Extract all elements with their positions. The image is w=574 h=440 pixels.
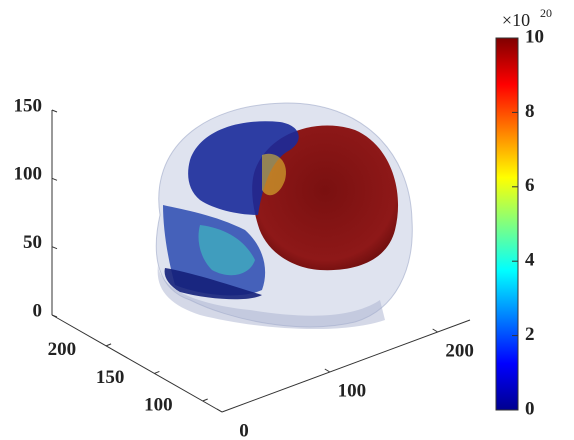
- x-tick-label: 0: [239, 420, 249, 440]
- y-tick-label: 150: [96, 367, 125, 388]
- colorbar-exponent: 20: [540, 6, 552, 20]
- y-axis: [52, 315, 222, 412]
- y-tick-label: 100: [144, 394, 173, 415]
- volume-render: [156, 103, 412, 329]
- colorbar-tick-label: 10: [525, 26, 544, 47]
- y-tick-label: 200: [48, 339, 77, 360]
- colorbar-tick-label: 2: [525, 324, 535, 345]
- z-tick-label: 50: [23, 232, 42, 253]
- x-tick-label: 100: [338, 380, 367, 401]
- colorbar-tick-label: 6: [525, 175, 535, 196]
- z-tick-label: 100: [14, 164, 43, 185]
- colorbar: [496, 38, 518, 410]
- y-tick: [154, 371, 159, 373]
- y-tick: [106, 344, 111, 346]
- figure: 0100200100150200050100150 ×10 20 0246810: [0, 0, 574, 440]
- z-tick-label: 0: [33, 300, 43, 321]
- x-tick: [325, 369, 330, 372]
- x-tick-label: 200: [445, 340, 474, 361]
- colorbar-tick-label: 0: [525, 398, 535, 419]
- z-tick: [52, 178, 57, 180]
- z-tick: [52, 110, 57, 112]
- x-tick: [217, 409, 222, 412]
- y-tick: [203, 399, 208, 401]
- z-tick: [52, 247, 57, 249]
- x-tick: [433, 329, 438, 332]
- colorbar-tick-label: 4: [525, 250, 535, 271]
- z-tick-label: 150: [14, 95, 43, 116]
- colorbar-tick-label: 8: [525, 101, 535, 122]
